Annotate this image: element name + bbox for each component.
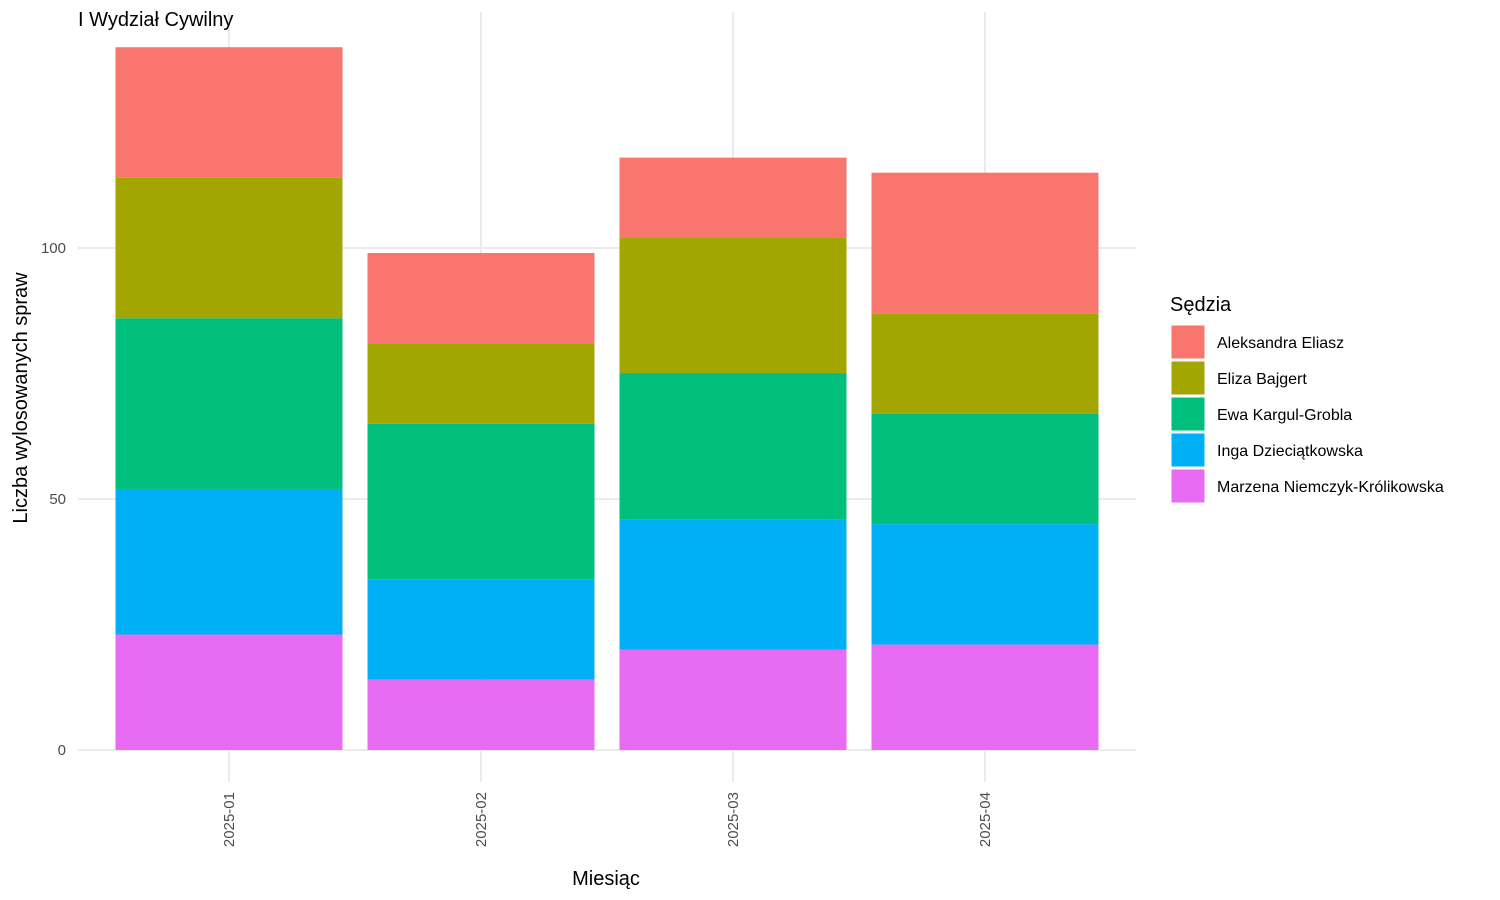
legend-swatch [1170,360,1206,396]
chart-title: I Wydział Cywilny [78,9,233,31]
legend-label: Aleksandra Eliasz [1217,335,1344,352]
bar-segment [367,343,595,424]
y-tick-label: 100 [41,240,66,257]
bar-segment [871,524,1099,645]
bar-segment [115,634,343,750]
y-tick-label: 50 [49,491,66,508]
legend-swatch [1170,468,1206,504]
x-axis-ticks: 2025-01 2025-02 2025-03 2025-04 [221,792,994,847]
x-tick-label: 2025-04 [977,792,994,847]
legend-swatch [1170,396,1206,432]
legend-label: Ewa Kargul-Grobla [1217,407,1352,424]
x-tick-label: 2025-02 [473,792,490,847]
x-axis-title: Miesiąc [572,868,640,890]
bar-segment [871,313,1099,414]
legend-items: Aleksandra Eliasz Eliza Bajgert Ewa Kargul… [1170,324,1444,504]
legend-label: Marzena Niemczyk-Królikowska [1217,479,1444,496]
legend-swatch [1170,324,1206,360]
bar-segment [619,649,847,750]
y-axis-title: Liczba wylosowanych spraw [10,272,32,524]
y-tick-label: 0 [58,742,66,759]
legend: Sędzia Aleksandra Eliasz Eliza Bajgert Ewa… [1170,294,1444,504]
bar-segment [871,172,1099,314]
bar-segment [619,519,847,650]
bar-segment [871,413,1099,525]
bar-segment [115,488,343,635]
bar-segment [115,318,343,489]
bar-segment [367,679,595,750]
legend-title: Sędzia [1170,294,1232,316]
legend-label: Eliza Bajgert [1217,371,1307,388]
bar-segment [619,157,847,238]
y-axis-ticks: 0 50 100 [41,240,66,759]
bar-segment [115,177,343,319]
bars [115,47,1099,750]
bar-segment [871,644,1099,750]
bar-segment [367,579,595,680]
bar-segment [619,373,847,520]
legend-label: Inga Dzieciątkowska [1217,443,1363,460]
bar-segment [367,253,595,344]
bar-segment [619,237,847,374]
legend-swatch [1170,432,1206,468]
bar-segment [115,47,343,178]
x-tick-label: 2025-03 [725,792,742,847]
bar-segment [367,423,595,580]
x-tick-label: 2025-01 [221,792,238,847]
